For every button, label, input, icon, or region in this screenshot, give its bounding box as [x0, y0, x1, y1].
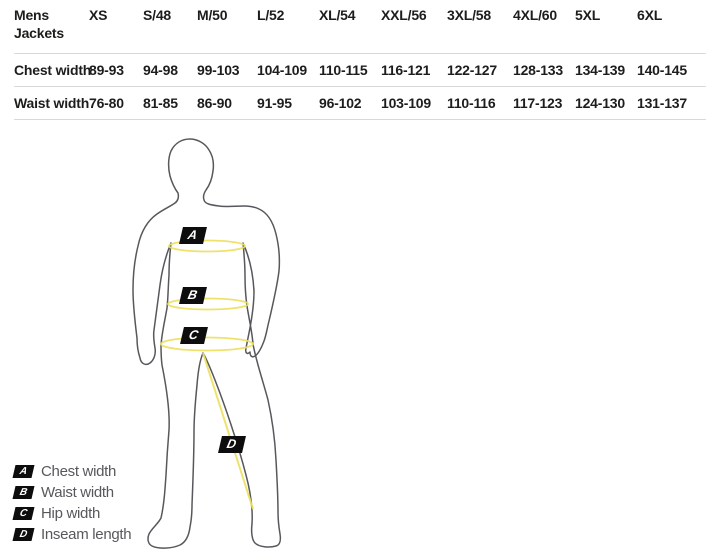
- legend-item-waist-width: B Waist width: [12, 484, 131, 501]
- figure-legend: A Chest width B Waist width C Hip width …: [12, 463, 132, 543]
- size-value-cell: 86-90: [197, 86, 257, 120]
- size-value-cell: 140-145: [637, 53, 706, 87]
- size-column-header: L/52: [257, 0, 319, 54]
- legend-icon-letter: A: [18, 465, 29, 477]
- marker-inseam-letter: D: [225, 437, 238, 452]
- size-row-label: Chest width: [14, 53, 91, 87]
- marker-hip-letter: C: [187, 328, 200, 343]
- legend-icon-letter: B: [18, 486, 29, 498]
- size-value-cell: 116-121: [381, 53, 447, 87]
- size-column-header: 6XL: [637, 0, 706, 54]
- marker-d-icon: D: [12, 528, 35, 541]
- size-value-cell: 104-109: [257, 53, 319, 87]
- marker-waist-letter: B: [186, 288, 199, 303]
- legend-item-chest-width: A Chest width: [12, 463, 131, 480]
- size-table-corner-header: Mens Jackets: [14, 0, 89, 54]
- size-value-cell: 110-116: [447, 86, 513, 120]
- legend-label-chest-width: Chest width: [41, 463, 117, 480]
- size-value-cell: 91-95: [257, 86, 319, 120]
- size-value-cell: 124-130: [575, 86, 637, 120]
- size-column-header: S/48: [143, 0, 197, 54]
- size-column-header: 4XL/60: [513, 0, 575, 54]
- size-value-cell: 81-85: [143, 86, 197, 120]
- marker-inseam: D: [218, 436, 246, 453]
- chest-measure-ellipse: [168, 239, 246, 253]
- size-table-row: Chest width 89-93 94-98 99-103 104-109 110-11…: [14, 53, 706, 87]
- size-table: Mens Jackets XS S/48 M/50 L/52 XL/54 XXL/56 3XL…: [14, 0, 706, 120]
- size-column-header: 3XL/58: [447, 0, 513, 54]
- size-row-label: Waist width: [14, 86, 89, 120]
- inseam-measure-line: [202, 352, 254, 510]
- size-table-header-row: Mens Jackets XS S/48 M/50 L/52 XL/54 XXL/56 3XL…: [14, 0, 706, 54]
- size-column-header: XS: [89, 0, 143, 54]
- waist-measure-ellipse: [167, 297, 249, 311]
- marker-hip: C: [180, 327, 208, 344]
- marker-chest: A: [179, 227, 207, 244]
- marker-chest-letter: A: [186, 228, 199, 243]
- size-value-cell: 96-102: [319, 86, 381, 120]
- size-column-header: XXL/56: [381, 0, 447, 54]
- marker-waist: B: [179, 287, 207, 304]
- legend-item-inseam-length: D Inseam length: [12, 526, 132, 543]
- hip-measure-ellipse: [160, 336, 254, 352]
- size-table-body: Chest width 89-93 94-98 99-103 104-109 110-11…: [14, 53, 706, 120]
- size-value-cell: 110-115: [319, 53, 381, 87]
- marker-a-icon: A: [12, 465, 35, 478]
- size-value-cell: 131-137: [637, 86, 706, 120]
- marker-c-icon: C: [12, 507, 35, 520]
- body-silhouette: [132, 138, 282, 549]
- size-value-cell: 99-103: [197, 53, 257, 87]
- size-value-cell: 134-139: [575, 53, 637, 87]
- legend-item-hip-width: C Hip width: [12, 505, 131, 522]
- size-column-header: 5XL: [575, 0, 637, 54]
- size-column-header: XL/54: [319, 0, 381, 54]
- size-value-cell: 122-127: [447, 53, 513, 87]
- legend-label-inseam-length: Inseam length: [41, 526, 132, 543]
- legend-icon-letter: D: [18, 528, 29, 540]
- size-value-cell: 76-80: [89, 86, 143, 120]
- size-value-cell: 94-98: [143, 53, 197, 87]
- size-value-cell: 117-123: [513, 86, 575, 120]
- size-value-cell: 103-109: [381, 86, 447, 120]
- size-value-cell: 89-93: [89, 53, 143, 87]
- size-value-cell: 128-133: [513, 53, 575, 87]
- size-table-row: Waist width 76-80 81-85 86-90 91-95 96-102 103…: [14, 86, 706, 120]
- marker-b-icon: B: [12, 486, 35, 499]
- legend-label-waist-width: Waist width: [41, 484, 114, 501]
- legend-icon-letter: C: [18, 507, 29, 519]
- legend-label-hip-width: Hip width: [41, 505, 100, 522]
- size-column-header: M/50: [197, 0, 257, 54]
